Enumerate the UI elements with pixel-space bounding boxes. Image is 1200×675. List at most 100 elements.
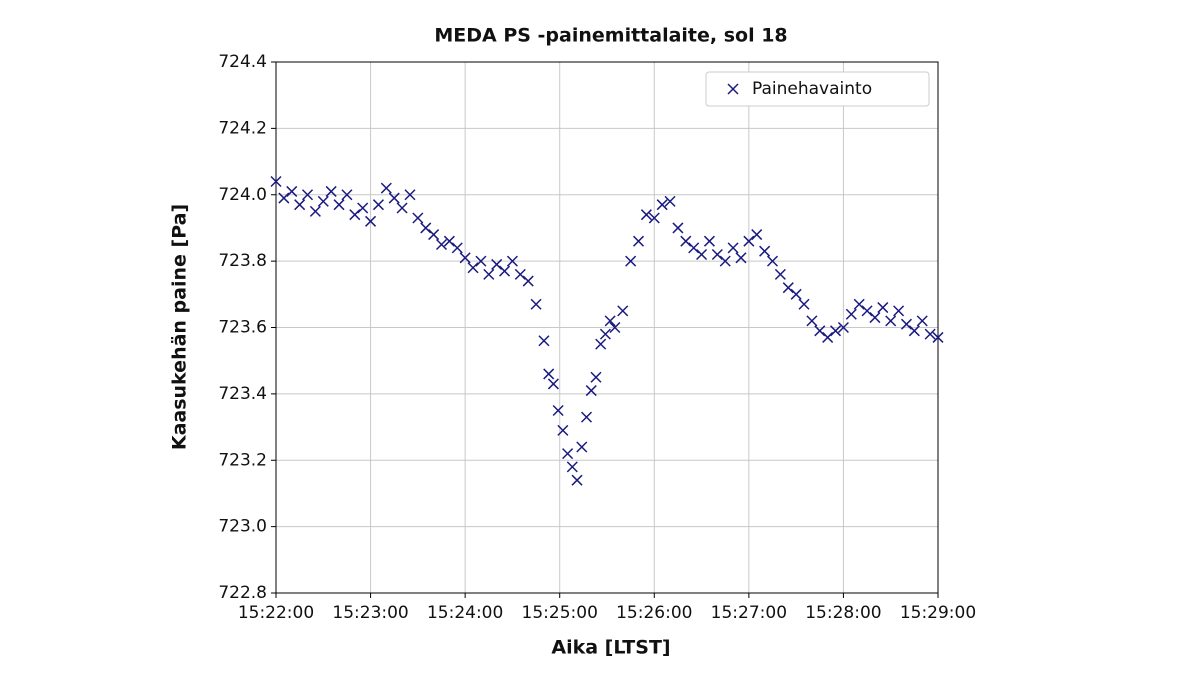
point	[751, 229, 763, 241]
point	[719, 255, 731, 267]
point	[349, 209, 361, 221]
legend-marker	[727, 83, 739, 95]
point	[499, 265, 511, 277]
x-tick-label: 15:25:00	[522, 603, 598, 623]
point	[571, 474, 583, 486]
point	[270, 175, 282, 188]
point	[443, 235, 455, 247]
y-tick-label: 723.8	[218, 251, 267, 271]
point	[475, 255, 487, 267]
point	[806, 315, 818, 327]
point	[552, 404, 564, 416]
point	[580, 411, 593, 423]
point	[420, 222, 432, 234]
chart-title: MEDA PS -painemittalaite, sol 18	[434, 25, 787, 47]
point	[538, 335, 550, 347]
point	[357, 202, 369, 214]
point	[743, 235, 755, 247]
point	[617, 305, 629, 317]
x-axis-label: Aika [LTST]	[551, 637, 670, 659]
point	[604, 315, 616, 327]
point	[278, 192, 290, 204]
point	[885, 315, 897, 327]
point	[735, 252, 747, 264]
point	[837, 321, 849, 334]
point	[325, 185, 337, 197]
point	[599, 328, 611, 340]
point	[557, 424, 569, 436]
legend	[705, 71, 930, 107]
x-tick-label: 15:26:00	[616, 603, 692, 623]
point	[711, 248, 723, 261]
point	[924, 328, 936, 340]
x-tick-label: 15:29:00	[900, 603, 976, 623]
point	[900, 318, 913, 330]
point	[388, 192, 400, 204]
point	[372, 199, 384, 211]
point	[672, 222, 684, 234]
y-tick-label: 724.2	[218, 118, 267, 138]
point	[365, 215, 377, 227]
point	[861, 305, 873, 317]
y-tick-label: 722.8	[218, 583, 267, 603]
y-tick-label: 723.0	[218, 517, 267, 537]
point	[491, 258, 503, 270]
point	[435, 239, 448, 251]
point	[680, 235, 692, 247]
point	[530, 298, 542, 310]
x-tick-label: 15:28:00	[805, 603, 881, 623]
x-tick-label: 15:23:00	[332, 603, 408, 623]
point	[595, 338, 607, 350]
point	[522, 275, 534, 287]
point	[869, 312, 881, 324]
point	[798, 298, 810, 310]
point	[656, 199, 668, 211]
x-tick-label: 15:24:00	[427, 603, 503, 623]
legend-label: Painehavainto	[752, 79, 872, 99]
y-tick-label: 724.0	[218, 185, 267, 205]
point	[562, 448, 574, 460]
point	[830, 325, 842, 337]
point	[664, 195, 676, 207]
point	[814, 325, 826, 337]
point	[774, 268, 786, 280]
point	[396, 202, 408, 214]
point	[483, 268, 495, 280]
x-tick-label: 15:27:00	[711, 603, 787, 623]
point	[341, 189, 353, 201]
y-tick-label: 724.4	[218, 52, 267, 72]
y-axis-label: Kaasukehän paine [Pa]	[169, 204, 191, 450]
point	[412, 212, 424, 224]
point	[648, 212, 660, 224]
point	[790, 288, 802, 300]
point	[853, 298, 865, 310]
y-tick-label: 723.2	[218, 450, 267, 470]
point	[301, 189, 314, 201]
point	[514, 268, 526, 280]
x-tick-label: 15:22:00	[238, 603, 314, 623]
point	[908, 325, 920, 337]
point	[916, 315, 928, 327]
point	[893, 305, 905, 317]
point	[782, 282, 794, 294]
point	[333, 199, 345, 211]
point	[459, 252, 471, 264]
point	[576, 441, 588, 453]
point	[317, 195, 329, 207]
point	[380, 182, 392, 194]
point	[822, 331, 834, 343]
point	[625, 255, 637, 267]
point	[688, 242, 700, 254]
point	[632, 235, 645, 247]
point	[286, 185, 298, 197]
point	[932, 331, 944, 343]
point	[428, 229, 440, 241]
point	[294, 199, 306, 211]
point	[585, 385, 597, 397]
point	[609, 321, 621, 334]
point	[547, 378, 559, 390]
plot-frame	[275, 61, 939, 594]
y-tick-label: 723.4	[218, 384, 267, 404]
